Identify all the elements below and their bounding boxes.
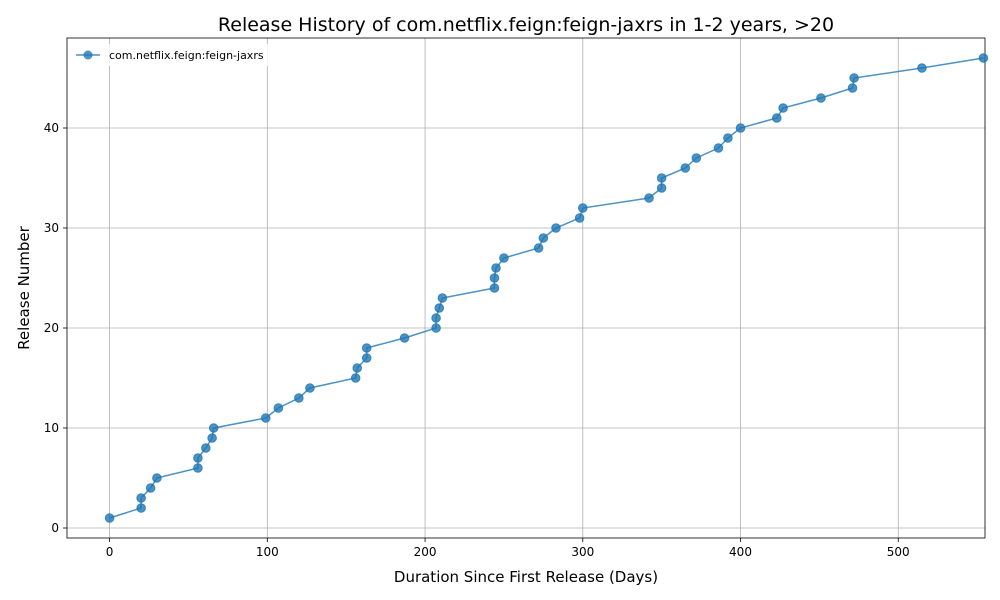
y-tick-label: 10: [44, 421, 59, 435]
data-point: [193, 463, 203, 473]
grid: [67, 38, 985, 538]
data-point: [361, 343, 372, 353]
chart-title: Release History of com.netflix.feign:fei…: [218, 14, 834, 36]
data-point: [533, 243, 544, 253]
data-point: [574, 213, 585, 223]
data-point: [723, 133, 733, 143]
data-point: [193, 453, 203, 463]
data-point: [577, 203, 588, 213]
data-point: [207, 433, 217, 443]
data-point: [208, 423, 219, 433]
y-tick-label: 0: [51, 521, 59, 535]
data-point: [917, 63, 927, 73]
data-point: [771, 113, 782, 123]
data-point: [136, 503, 146, 513]
series-line: [109, 57, 984, 519]
data-point: [361, 353, 372, 363]
legend-label: com.netflix.feign:feign-jaxrs: [109, 49, 264, 62]
x-tick-label: 200: [414, 545, 437, 559]
x-axis-title: Duration Since First Release (Days): [394, 568, 658, 586]
data-point: [434, 303, 445, 313]
legend-point-marker: [83, 50, 93, 60]
data-point: [849, 73, 859, 83]
y-tick-label: 40: [44, 121, 59, 135]
data-point: [294, 393, 304, 403]
data-point: [978, 53, 989, 63]
data-point: [489, 273, 500, 283]
data-point: [644, 193, 654, 203]
data-point: [680, 163, 691, 173]
data-point: [491, 263, 501, 273]
y-tick-label: 20: [44, 321, 59, 335]
data-point: [437, 293, 448, 303]
data-point: [399, 333, 410, 343]
data-point: [735, 123, 746, 133]
data-point: [152, 473, 162, 483]
legend: com.netflix.feign:feign-jaxrs: [71, 44, 281, 66]
data-point: [691, 153, 702, 163]
data-point: [431, 323, 441, 333]
data-point: [656, 173, 667, 183]
data-point: [847, 83, 858, 93]
x-tick-label: 0: [106, 545, 114, 559]
data-point: [136, 493, 146, 503]
data-point: [778, 103, 788, 113]
data-point: [551, 223, 561, 233]
data-point: [816, 93, 826, 103]
data-point: [305, 383, 315, 393]
data-point: [538, 233, 549, 243]
y-tick-label: 30: [44, 221, 59, 235]
labels: Release History of com.netflix.feign:fei…: [15, 14, 834, 586]
data-point: [273, 403, 284, 413]
axes: 0 100 200 300 400 500 0 10 20 30 40: [44, 37, 986, 559]
data-point: [145, 483, 156, 493]
series-layer: [104, 53, 989, 523]
data-point: [352, 363, 363, 373]
data-point: [201, 443, 211, 453]
data-point: [350, 373, 361, 383]
data-point: [489, 283, 500, 293]
x-tick-label: 400: [729, 545, 752, 559]
data-point: [104, 513, 115, 523]
data-point: [499, 253, 509, 263]
data-point: [713, 143, 724, 153]
x-tick-label: 100: [256, 545, 279, 559]
legend-box: [71, 44, 281, 66]
data-point: [431, 313, 441, 323]
x-tick-label: 300: [571, 545, 594, 559]
plot-frame: [66, 37, 986, 539]
data-point: [260, 413, 271, 423]
data-point: [656, 183, 667, 193]
y-axis-title: Release Number: [15, 225, 33, 349]
x-tick-label: 500: [887, 545, 910, 559]
